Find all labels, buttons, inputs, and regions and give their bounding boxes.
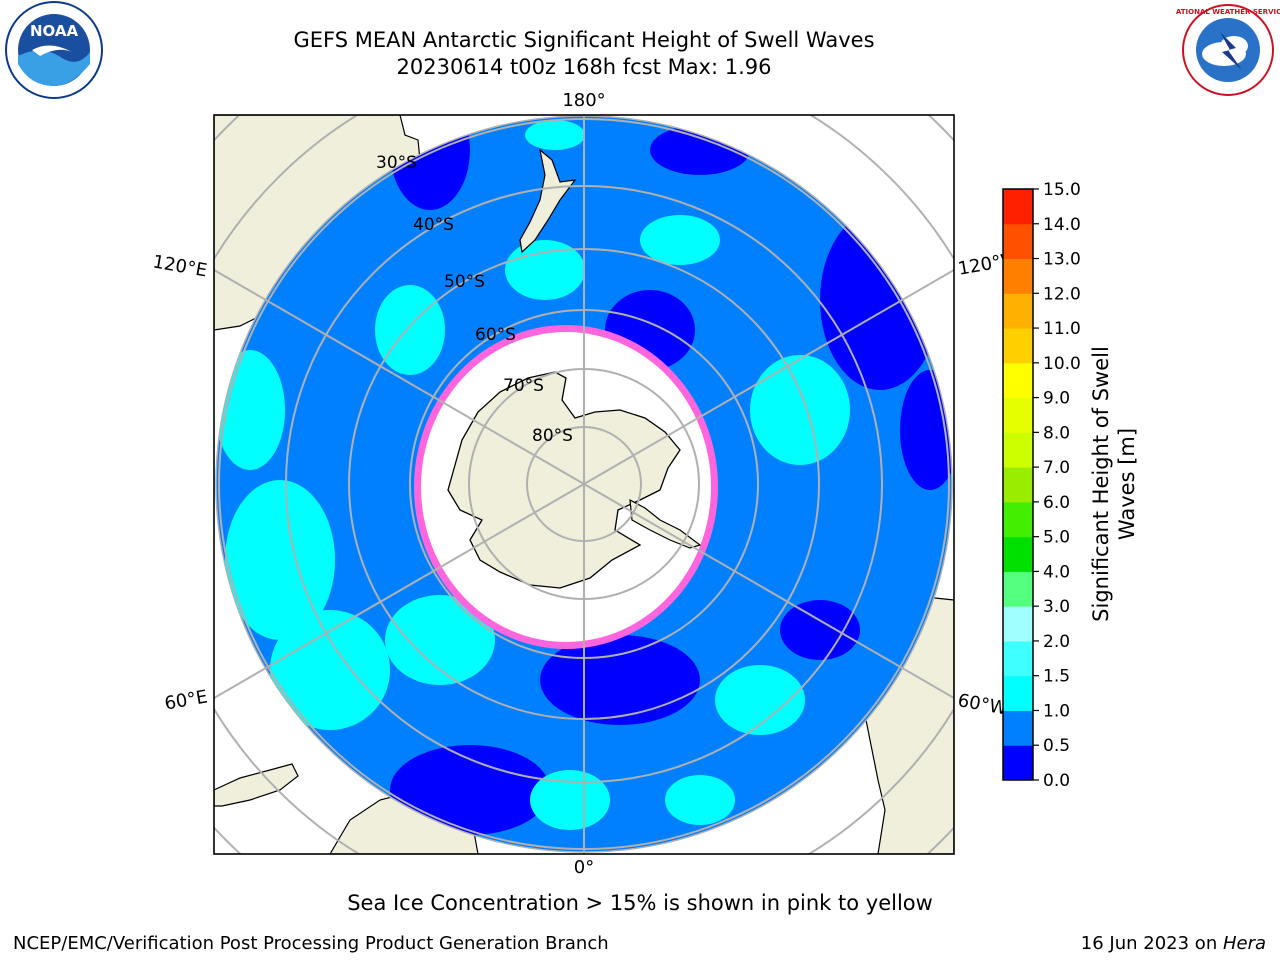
colorbar-tick-label: 9.0 [1043, 389, 1070, 409]
lat-label-80s: 80°S [532, 426, 573, 446]
colorbar-label-line2: Waves [m] [1115, 428, 1139, 540]
colorbar-tick-label: 2.0 [1043, 632, 1070, 652]
colorbar-tick-label: 14.0 [1043, 215, 1081, 235]
colorbar-segment [1003, 675, 1033, 711]
colorbar-segment [1003, 432, 1033, 468]
colorbar-tick-label: 4.0 [1043, 562, 1070, 582]
new-zealand-land [519, 148, 577, 254]
colorbar-segment [1003, 606, 1033, 642]
longitude-gridlines [214, 115, 954, 854]
colorbar-tick-label: 3.0 [1043, 597, 1070, 617]
svg-text:NATIONAL WEATHER SERVICE: NATIONAL WEATHER SERVICE [1176, 8, 1280, 16]
colorbar-tick-label: 12.0 [1043, 284, 1081, 304]
colorbar-tick-label: 1.5 [1043, 667, 1070, 687]
lat-label-30s: 30°S [376, 153, 417, 173]
lat-label-70s: 70°S [503, 376, 544, 396]
colorbar-segment [1003, 293, 1033, 329]
colorbar-segment [1003, 189, 1033, 225]
colorbar-segment [1003, 328, 1033, 364]
colorbar-tick-label: 1.0 [1043, 701, 1070, 721]
colorbar-tick-label: 6.0 [1043, 493, 1070, 513]
colorbar-segment [1003, 258, 1033, 294]
plot-title: GEFS MEAN Antarctic Significant Height o… [293, 28, 875, 52]
plot-subtitle: 20230614 t00z 168h fcst Max: 1.96 [396, 55, 772, 79]
colorbar-segments [1003, 189, 1033, 781]
colorbar-segment [1003, 710, 1033, 746]
colorbar-segment [1003, 640, 1033, 677]
colorbar-ticks: 0.0 0.5 1.0 1.5 2.0 3.0 4.0 5.0 6.0 7.0 8.0 9.0 10.0… [1033, 180, 1081, 791]
antarctic-peninsula [629, 498, 702, 549]
colorbar-tick-label: 0.0 [1043, 771, 1070, 791]
colorbar-tick-label: 7.0 [1043, 458, 1070, 478]
nws-logo: NATIONAL WEATHER SERVICE [1176, 4, 1280, 96]
colorbar-tick-label: 10.0 [1043, 354, 1081, 374]
footer-date: 16 Jun 2023 on Hera [1081, 933, 1266, 954]
colorbar-tick-label: 0.5 [1043, 736, 1070, 756]
madagascar-land [214, 763, 299, 807]
colorbar-segment [1003, 571, 1033, 607]
footer-machine: Hera [1222, 933, 1266, 954]
colorbar-label-line1: Significant Height of Swell [1089, 346, 1113, 622]
colorbar-segment [1003, 745, 1033, 781]
lat-label-60s: 60°S [475, 325, 516, 345]
colorbar-tick-label: 11.0 [1043, 319, 1081, 339]
colorbar-segment [1003, 501, 1033, 538]
colorbar-segment [1003, 397, 1033, 433]
lon-label-180: 180° [562, 90, 605, 111]
footer-date-text: 16 Jun 2023 on [1080, 933, 1223, 954]
sea-ice-note: Sea Ice Concentration > 15% is shown in … [347, 891, 933, 915]
colorbar-tick-label: 13.0 [1043, 250, 1081, 270]
colorbar-segment [1003, 223, 1033, 260]
colorbar-segment [1003, 536, 1033, 572]
colorbar-tick-label: 5.0 [1043, 528, 1070, 548]
svg-text:NOAA: NOAA [30, 22, 79, 40]
colorbar-segment [1003, 467, 1033, 503]
lat-label-50s: 50°S [444, 272, 485, 292]
lat-label-40s: 40°S [413, 215, 454, 235]
colorbar-segment [1003, 362, 1033, 399]
footer-branch: NCEP/EMC/Verification Post Processing Pr… [13, 933, 609, 954]
noaa-logo: NOAA [5, 1, 103, 99]
colorbar-tick-label: 8.0 [1043, 423, 1070, 443]
colorbar-tick-label: 15.0 [1043, 180, 1081, 200]
moderate-swell-areas [216, 120, 850, 830]
lon-label-0: 0° [574, 857, 594, 878]
